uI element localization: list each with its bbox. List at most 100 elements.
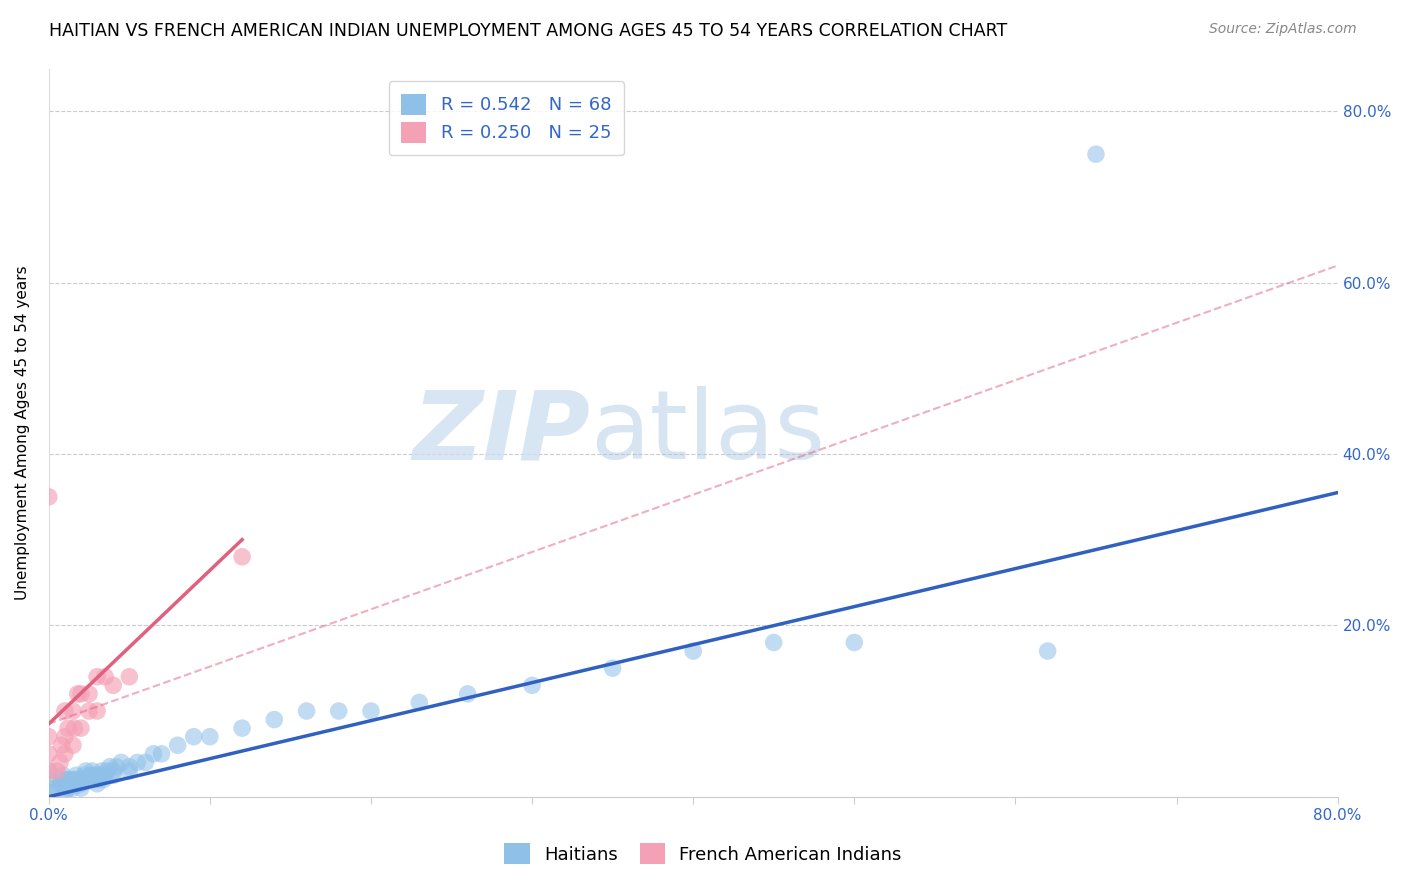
Point [844,635,866,649]
Point [42,785,65,799]
Point [38,764,60,778]
Point [52,768,75,782]
Point [70,772,93,787]
Point [45,781,67,796]
Point [94,768,117,782]
Point [118,670,141,684]
Point [105,760,128,774]
Point [38,772,60,787]
Point [56,721,79,735]
Point [62,739,84,753]
Point [53,730,76,744]
Point [79,768,101,782]
Point [53,781,76,796]
Text: Source: ZipAtlas.com: Source: ZipAtlas.com [1209,22,1357,37]
Point [86,704,108,718]
Point [38,490,60,504]
Point [166,739,188,753]
Legend: R = 0.542   N = 68, R = 0.250   N = 25: R = 0.542 N = 68, R = 0.250 N = 25 [388,81,624,155]
Point [83,768,105,782]
Point [51,772,73,787]
Point [408,695,430,709]
Point [183,730,205,744]
Point [63,772,86,787]
Y-axis label: Unemployment Among Ages 45 to 54 years: Unemployment Among Ages 45 to 54 years [15,265,30,600]
Point [70,687,93,701]
Point [231,721,253,735]
Point [231,549,253,564]
Point [56,781,79,796]
Point [45,764,67,778]
Point [66,687,89,701]
Point [65,768,87,782]
Point [142,747,165,761]
Point [263,713,285,727]
Point [103,768,125,782]
Point [62,777,84,791]
Point [77,704,100,718]
Point [96,764,118,778]
Point [520,678,543,692]
Point [457,687,479,701]
Point [110,756,132,770]
Point [89,768,111,782]
Point [86,777,108,791]
Point [94,670,117,684]
Point [70,781,93,796]
Point [53,772,76,787]
Point [38,730,60,744]
Point [77,772,100,787]
Point [67,772,90,787]
Point [62,781,84,796]
Point [86,670,108,684]
Text: ZIP: ZIP [412,386,591,479]
Text: HAITIAN VS FRENCH AMERICAN INDIAN UNEMPLOYMENT AMONG AGES 45 TO 54 YEARS CORRELA: HAITIAN VS FRENCH AMERICAN INDIAN UNEMPL… [49,22,1008,40]
Point [150,747,173,761]
Point [127,756,149,770]
Point [90,764,112,778]
Point [360,704,382,718]
Point [53,785,76,799]
Text: atlas: atlas [591,386,825,479]
Point [602,661,624,675]
Point [762,635,785,649]
Point [56,772,79,787]
Point [1036,644,1059,658]
Point [98,760,121,774]
Point [118,760,141,774]
Point [63,721,86,735]
Point [86,768,108,782]
Legend: Haitians, French American Indians: Haitians, French American Indians [489,829,917,879]
Point [86,772,108,787]
Point [73,768,96,782]
Point [1084,147,1107,161]
Point [72,772,94,787]
Point [118,764,141,778]
Point [82,764,104,778]
Point [53,704,76,718]
Point [134,756,156,770]
Point [295,704,318,718]
Point [49,756,72,770]
Point [59,777,82,791]
Point [38,764,60,778]
Point [93,772,115,787]
Point [70,777,93,791]
Point [70,721,93,735]
Point [62,704,84,718]
Point [62,772,84,787]
Point [66,777,89,791]
Point [328,704,350,718]
Point [53,777,76,791]
Point [77,687,100,701]
Point [38,781,60,796]
Point [198,730,221,744]
Point [682,644,704,658]
Point [75,764,97,778]
Point [51,739,73,753]
Point [49,777,72,791]
Point [53,747,76,761]
Point [38,747,60,761]
Point [103,764,125,778]
Point [103,678,125,692]
